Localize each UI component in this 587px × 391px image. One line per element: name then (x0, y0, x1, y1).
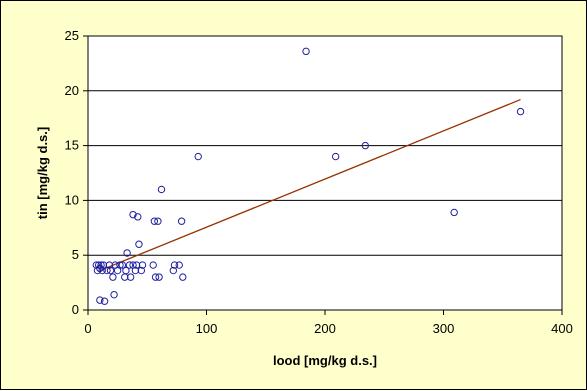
data-point-27 (134, 213, 142, 221)
data-point-11 (106, 266, 115, 275)
data-point-31 (149, 261, 157, 269)
data-point-28 (135, 240, 143, 248)
x-tick-label-0: 0 (84, 321, 91, 336)
trendline-segment (99, 98, 521, 272)
data-point-21 (125, 261, 134, 269)
y-tick-label-20: 20 (65, 83, 79, 98)
data-point-19 (122, 266, 130, 275)
y-tick-label-10: 10 (65, 192, 79, 207)
data-point-38 (170, 261, 179, 269)
grid-lines (83, 35, 563, 315)
data-point-22 (126, 273, 135, 281)
data-point-13 (110, 290, 118, 299)
data-point-8 (100, 297, 109, 305)
plot-area (87, 35, 563, 311)
data-point-33 (151, 273, 160, 281)
x-tick-label-300: 300 (433, 321, 455, 336)
data-point-44 (331, 152, 340, 161)
y-tick-label-15: 15 (65, 138, 79, 153)
data-point-1 (93, 266, 102, 275)
data-point-46 (450, 208, 458, 217)
data-points (92, 47, 525, 305)
data-point-4 (97, 261, 105, 269)
data-point-36 (157, 185, 166, 194)
tick-labels: 0 5 10 15 20 25 0 100 200 300 400 (65, 28, 573, 336)
data-point-37 (169, 266, 178, 275)
data-point-24 (129, 210, 137, 219)
data-point-34 (155, 273, 163, 281)
data-point-39 (175, 261, 183, 269)
data-point-30 (138, 261, 147, 269)
x-axis-title: lood [mg/kg d.s.] (273, 353, 377, 368)
x-tick-label-100: 100 (196, 321, 218, 336)
data-point-20 (123, 249, 131, 257)
data-point-47 (516, 107, 525, 116)
data-point-40 (177, 217, 186, 225)
data-point-35 (154, 217, 162, 225)
y-tick-label-0: 0 (72, 302, 79, 317)
data-point-43 (302, 47, 310, 56)
data-point-32 (150, 217, 159, 225)
y-tick-label-25: 25 (65, 28, 79, 43)
y-axis-title: tin [mg/kg d.s.] (35, 127, 50, 219)
x-tick-label-200: 200 (314, 321, 336, 336)
trendline (99, 98, 521, 272)
data-point-7 (96, 296, 104, 304)
data-point-12 (109, 273, 117, 281)
data-point-45 (361, 141, 369, 150)
data-point-42 (194, 152, 202, 161)
y-tick-label-5: 5 (72, 247, 79, 262)
data-point-2 (94, 261, 103, 269)
data-point-17 (118, 261, 127, 269)
data-point-29 (137, 266, 146, 275)
x-tick-label-400: 400 (551, 321, 573, 336)
data-point-5 (98, 266, 106, 275)
data-point-16 (116, 261, 124, 269)
data-point-41 (179, 273, 187, 281)
